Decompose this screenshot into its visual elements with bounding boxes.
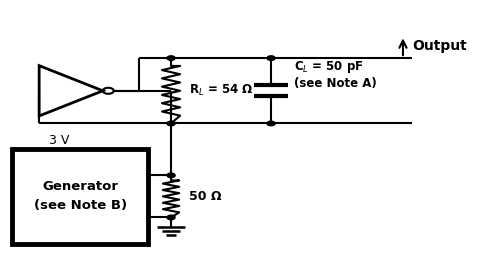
Circle shape	[167, 215, 175, 220]
Circle shape	[267, 121, 275, 126]
Text: C$_L$ = 50 pF
(see Note A): C$_L$ = 50 pF (see Note A)	[294, 59, 377, 90]
Text: R$_L$ = 54 Ω: R$_L$ = 54 Ω	[189, 83, 253, 98]
Circle shape	[167, 121, 175, 126]
Text: Output: Output	[412, 39, 467, 52]
Text: Generator
(see Note B): Generator (see Note B)	[33, 180, 127, 212]
Circle shape	[167, 173, 175, 178]
FancyBboxPatch shape	[12, 149, 148, 244]
Circle shape	[167, 56, 175, 60]
Text: 3 V: 3 V	[49, 134, 70, 146]
Text: 50 Ω: 50 Ω	[189, 190, 222, 203]
Circle shape	[267, 56, 275, 60]
